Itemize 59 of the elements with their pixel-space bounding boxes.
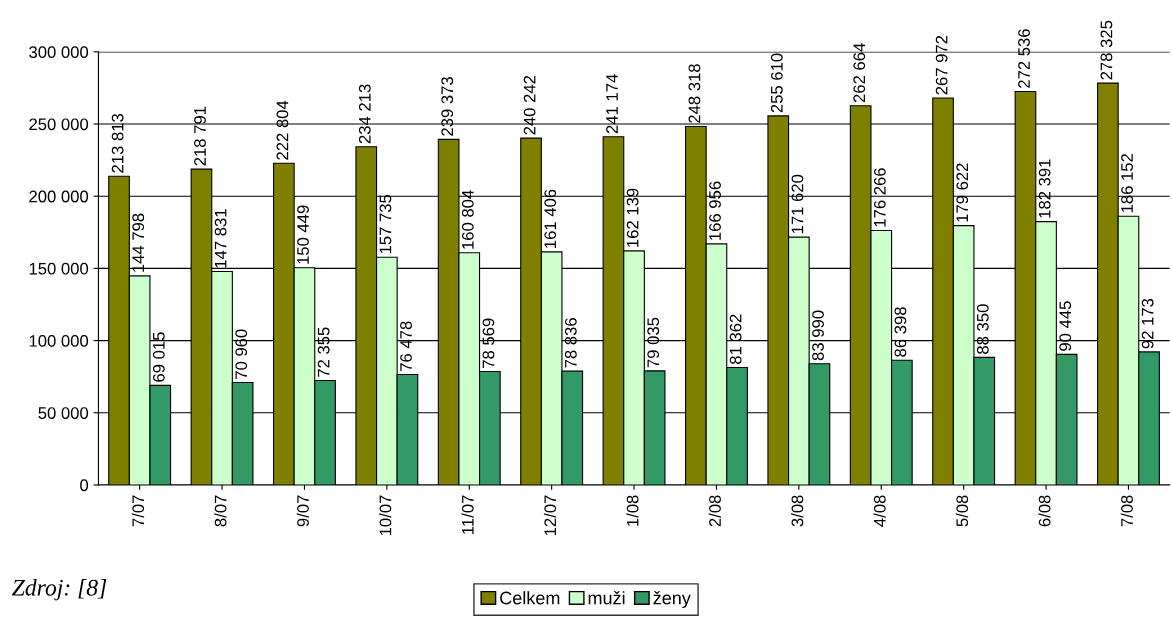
- x-tick-label: 5/08: [955, 495, 969, 527]
- data-label: 239 373: [441, 77, 454, 136]
- y-tick-label: 100 000: [29, 334, 89, 347]
- data-label: 267 972: [935, 35, 948, 95]
- x-tick-label: 7/08: [1120, 495, 1133, 527]
- data-label: 160 804: [461, 190, 474, 249]
- data-label: 69 015: [152, 332, 165, 382]
- y-tick-label: 300 000: [29, 46, 89, 59]
- x-tick-label: 8/07: [214, 495, 227, 527]
- data-label: 92 173: [1141, 298, 1154, 349]
- x-tick-label: 3/08: [791, 495, 804, 527]
- data-label: 176 266: [873, 168, 886, 227]
- data-label: 171 620: [791, 174, 804, 234]
- text: Zdroj: [8]: [12, 579, 107, 601]
- x-tick-label: 9/07: [296, 495, 309, 527]
- data-label: 162 139: [626, 188, 639, 247]
- data-label: 88 350: [976, 304, 989, 354]
- x-tick-label: 1/08: [626, 495, 639, 526]
- data-label: 147 831: [214, 209, 227, 268]
- data-label: 255 610: [770, 53, 783, 113]
- data-label: 157 735: [379, 194, 392, 254]
- y-tick-label: 0: [80, 479, 89, 492]
- data-label: 241 174: [606, 74, 618, 134]
- data-label: 161 406: [544, 189, 557, 248]
- y-tick-label: 50 000: [38, 407, 89, 419]
- data-label: 83 990: [812, 310, 824, 361]
- x-tick-label: 7/07: [131, 495, 145, 527]
- data-label: 186 152: [1121, 154, 1133, 213]
- data-label: 222 804: [276, 100, 289, 160]
- x-tick-label: 12/07: [543, 495, 557, 536]
- data-label: 182 391: [1038, 159, 1051, 218]
- data-label: 150 449: [297, 205, 309, 264]
- data-label: 218 791: [194, 106, 206, 166]
- data-label: 213 813: [111, 113, 124, 173]
- data-label: 179 622: [956, 163, 969, 222]
- data-label: 78 836: [564, 318, 577, 368]
- data-label: 166 956: [709, 181, 721, 240]
- data-label: 272 536: [1018, 29, 1030, 88]
- x-tick-label: 2/08: [708, 495, 721, 527]
- data-label: 262 664: [853, 43, 866, 103]
- data-label: 248 318: [688, 64, 701, 123]
- legend-label: muži: [588, 591, 625, 605]
- y-tick-label: 150 000: [29, 262, 89, 275]
- x-tick-label: 6/08: [1038, 495, 1051, 527]
- data-label: 79 035: [647, 317, 660, 368]
- legend-label: Celkem: [500, 591, 560, 605]
- x-tick-label: 4/08: [873, 495, 886, 527]
- data-label: 76 478: [400, 321, 412, 371]
- data-label: 234 213: [358, 84, 371, 144]
- data-label: 81 362: [729, 314, 742, 364]
- data-label: 78 569: [482, 318, 495, 368]
- data-label: 72 355: [317, 327, 330, 377]
- data-label: 240 242: [523, 75, 536, 135]
- x-tick-label: 11/07: [461, 495, 474, 534]
- y-tick-label: 250 000: [29, 118, 89, 131]
- data-label: 278 325: [1100, 20, 1113, 80]
- x-tick-label: 10/07: [379, 495, 392, 536]
- legend-label: ženy: [653, 591, 691, 608]
- y-tick-label: 200 000: [29, 190, 89, 203]
